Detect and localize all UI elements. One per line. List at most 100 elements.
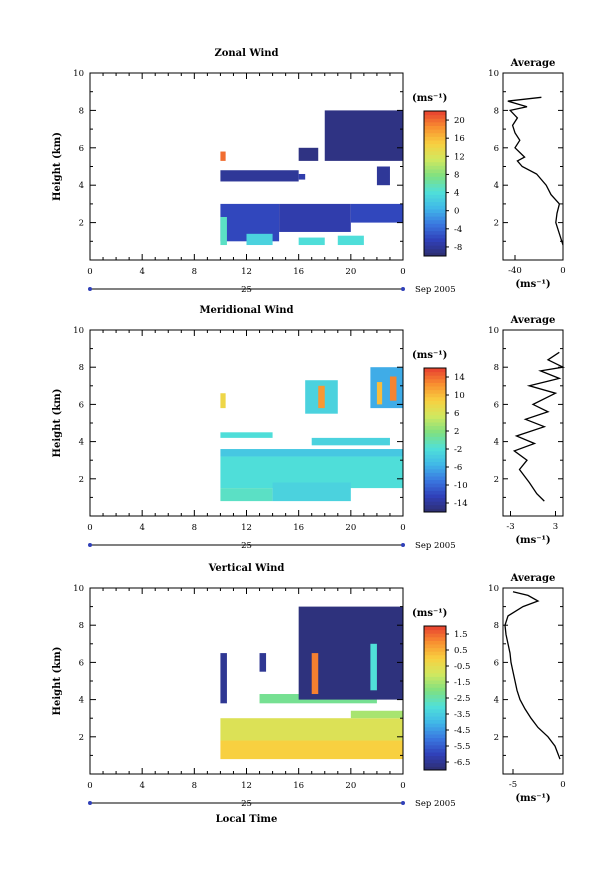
data-cell bbox=[324, 110, 403, 161]
colorbar-segment bbox=[424, 719, 446, 724]
colorbar-label: -6.5 bbox=[454, 758, 470, 768]
colorbar-label: 20 bbox=[454, 116, 465, 126]
data-cell bbox=[318, 385, 325, 409]
data-cell bbox=[220, 488, 273, 502]
y-tick-label: 2 bbox=[79, 219, 84, 229]
day-label: 25 bbox=[241, 541, 252, 551]
colorbar-segment bbox=[424, 396, 446, 401]
colorbar-segment bbox=[424, 382, 446, 387]
colorbar-segment bbox=[424, 712, 446, 717]
colorbar-label: 16 bbox=[454, 134, 465, 144]
average-y-tick-label: 4 bbox=[494, 696, 499, 706]
colorbar-segment bbox=[424, 486, 446, 491]
colorbar-segment bbox=[424, 208, 446, 213]
data-cell bbox=[220, 449, 403, 457]
data-cell bbox=[220, 653, 227, 704]
average-profile-line bbox=[512, 351, 566, 502]
colorbar-segment bbox=[424, 766, 446, 771]
colorbar-segment bbox=[424, 114, 446, 119]
data-cell bbox=[220, 170, 299, 182]
colorbar-segment bbox=[424, 479, 446, 484]
colorbar-segment bbox=[424, 741, 446, 746]
colorbar-segment bbox=[424, 490, 446, 495]
colorbar-label: -14 bbox=[454, 499, 468, 509]
colorbar-segment bbox=[424, 716, 446, 721]
colorbar-segment bbox=[424, 501, 446, 506]
day-bar-marker bbox=[401, 801, 405, 805]
x-tick-label: 20 bbox=[345, 267, 356, 277]
y-tick-label: 2 bbox=[79, 733, 84, 743]
colorbar-label: 0.5 bbox=[454, 646, 468, 656]
average-y-tick-label: 2 bbox=[494, 733, 499, 743]
day-bar-marker bbox=[401, 543, 405, 547]
colorbar-segment bbox=[424, 658, 446, 663]
colorbar-segment bbox=[424, 626, 446, 631]
colorbar-segment bbox=[424, 378, 446, 383]
data-cell bbox=[311, 653, 319, 695]
average-x-tick-label: 0 bbox=[560, 266, 565, 276]
colorbar-segment bbox=[424, 143, 446, 148]
average-x-label: (ms⁻¹) bbox=[515, 793, 550, 804]
colorbar-segment bbox=[424, 129, 446, 134]
x-tick-label: 0 bbox=[87, 523, 92, 533]
y-tick-label: 10 bbox=[73, 584, 84, 594]
colorbar-segment bbox=[424, 248, 446, 253]
colorbar-segment bbox=[424, 698, 446, 703]
data-cell bbox=[220, 151, 226, 161]
colorbar-segment bbox=[424, 672, 446, 677]
data-cell bbox=[370, 367, 403, 409]
colorbar-segment bbox=[424, 755, 446, 760]
colorbar-segment bbox=[424, 150, 446, 155]
data-cell bbox=[259, 653, 267, 672]
y-tick-label: 10 bbox=[73, 69, 84, 79]
colorbar-segment bbox=[424, 223, 446, 228]
colorbar-segment bbox=[424, 227, 446, 232]
average-x-tick-label: -3 bbox=[506, 522, 514, 532]
average-x-tick-label: -5 bbox=[509, 780, 517, 790]
y-tick-label: 10 bbox=[73, 326, 84, 336]
day-bar-marker bbox=[88, 287, 92, 291]
colorbar-segment bbox=[424, 494, 446, 499]
colorbar-segment bbox=[424, 393, 446, 398]
average-y-tick-label: 4 bbox=[494, 438, 499, 448]
panel-title: Vertical Wind bbox=[208, 563, 285, 574]
colorbar-segment bbox=[424, 440, 446, 445]
colorbar-segment bbox=[424, 190, 446, 195]
average-x-tick-label: 0 bbox=[560, 780, 565, 790]
colorbar-segment bbox=[424, 245, 446, 250]
colorbar-label: -10 bbox=[454, 481, 468, 491]
colorbar-label: 10 bbox=[454, 391, 465, 401]
colorbar-segment bbox=[424, 701, 446, 706]
panel-title: Meridional Wind bbox=[199, 305, 293, 316]
day-bar-marker bbox=[88, 543, 92, 547]
colorbar-segment bbox=[424, 465, 446, 470]
average-y-tick-label: 10 bbox=[488, 584, 499, 594]
colorbar-label: -2.5 bbox=[454, 694, 470, 704]
colorbar-segment bbox=[424, 504, 446, 509]
colorbar-segment bbox=[424, 234, 446, 239]
colorbar-label: -3.5 bbox=[454, 710, 470, 720]
x-tick-label: 20 bbox=[345, 781, 356, 791]
x-tick-label: 16 bbox=[293, 523, 304, 533]
colorbar-label: -4 bbox=[454, 225, 462, 235]
data-cell bbox=[220, 432, 273, 438]
average-y-tick-label: 6 bbox=[494, 144, 499, 154]
colorbar-segment bbox=[424, 252, 446, 257]
colorbar-segment bbox=[424, 230, 446, 235]
colorbar-segment bbox=[424, 411, 446, 416]
x-tick-label: 8 bbox=[192, 781, 197, 791]
colorbar-segment bbox=[424, 737, 446, 742]
colorbar-segment bbox=[424, 205, 446, 210]
colorbar-segment bbox=[424, 690, 446, 695]
panel-2: Meridional Wind 2 4 6 8 10 Height (km) 0 4 8 12 16 2… bbox=[52, 305, 566, 551]
colorbar-segment bbox=[424, 429, 446, 434]
data-cell bbox=[350, 203, 403, 223]
colorbar-label: -0.5 bbox=[454, 662, 470, 672]
data-cell bbox=[220, 393, 226, 409]
colorbar-segment bbox=[424, 461, 446, 466]
colorbar-segment bbox=[424, 165, 446, 170]
colorbar-segment bbox=[424, 744, 446, 749]
